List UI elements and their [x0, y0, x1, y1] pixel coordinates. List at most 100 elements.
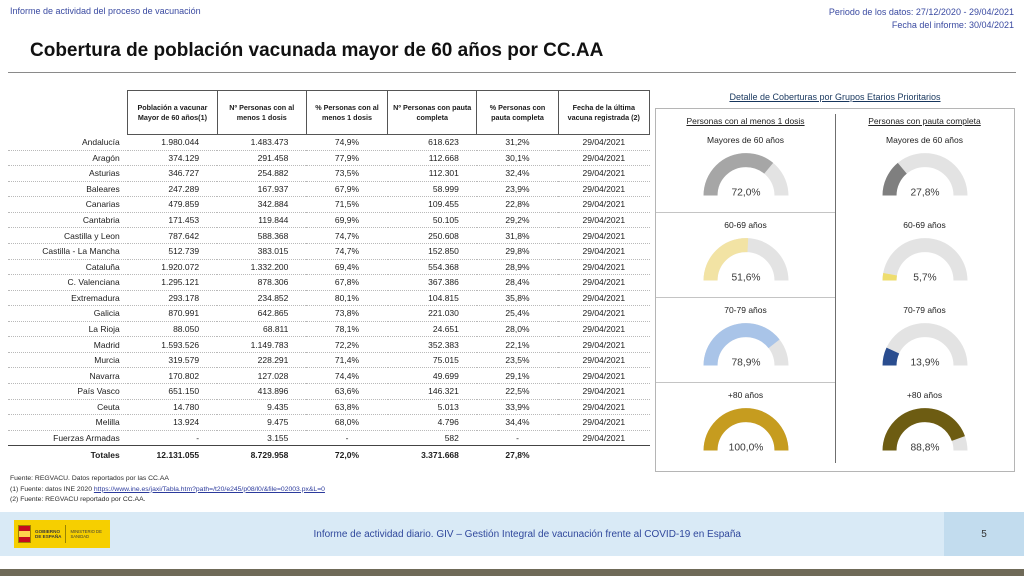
table-cell: 582 [387, 430, 477, 447]
table-row: Andalucía 1.980.044 1.483.473 74,9% 618.623 3… [8, 134, 650, 151]
table-cell: País Vasco [8, 383, 128, 400]
table-cell: 74,9% [306, 134, 388, 151]
table-row: Castilla - La Mancha 512.739 383.015 74,7% 1… [8, 243, 650, 260]
table-cell: 29/04/2021 [558, 383, 650, 400]
table-cell: 29/04/2021 [558, 414, 650, 431]
table-row: Murcia 319.579 228.291 71,4% 75.015 23,5% 29/0… [8, 352, 650, 369]
table-cell: 33,9% [476, 399, 559, 416]
corner-cell [8, 91, 128, 135]
gauge-age-label: 70-79 años [903, 305, 946, 315]
table-cell: 68.811 [217, 321, 307, 338]
col-header-complete: Personas con pauta completa [868, 116, 981, 126]
table-cell: 74,4% [306, 367, 388, 384]
table-cell: 152.850 [387, 243, 477, 260]
table-cell: 22,5% [476, 383, 559, 400]
gauges-box: Personas con al menos 1 dosis Personas c… [655, 108, 1015, 472]
table-cell: 88.050 [127, 321, 218, 338]
table-row: Cantabria 171.453 119.844 69,9% 50.105 29,2% 2… [8, 212, 650, 229]
gauge: Mayores de 60 años 72,0% [656, 128, 835, 213]
table-cell: 29/04/2021 [558, 430, 650, 447]
table-cell: 74,7% [306, 227, 388, 244]
gauge-percent-label: 27,8% [910, 188, 939, 199]
footer-bar: GOBIERNO DE ESPAÑA MINISTERIO DE SANIDAD… [0, 512, 1024, 556]
gauge-column-divider [835, 114, 836, 463]
table-cell: 73,8% [306, 305, 388, 322]
table-cell: 31,2% [476, 134, 559, 151]
footnote-1-link[interactable]: https://www.ine.es/jaxi/Tabla.htm?path=/… [93, 485, 325, 493]
table-cell: 109.455 [387, 196, 477, 213]
spain-flag-icon [18, 525, 31, 543]
table-cell: Cataluña [8, 259, 128, 276]
table-cell: 29/04/2021 [558, 227, 650, 244]
table-cell: La Rioja [8, 321, 128, 338]
gauge-percent-label: 51,6% [731, 273, 760, 284]
table-cell: 221.030 [387, 305, 477, 322]
table-cell: Baleares [8, 181, 128, 198]
table-cell: 112.668 [387, 150, 477, 167]
gauge-age-label: +80 años [906, 390, 943, 400]
table-cell: 69,4% [306, 259, 388, 276]
column-header: Fecha de la última vacuna registrada (2) [557, 90, 651, 135]
gauge-chart-icon: 5,7% [882, 238, 967, 284]
table-cell: 642.865 [217, 305, 307, 322]
gauge-percent-label: 13,9% [910, 358, 939, 369]
footnote-2: (2) Fuente: REGVACU reportado por CC.AA. [10, 496, 146, 504]
column-header: Nº Personas con pauta completa [387, 90, 478, 135]
table-body: Andalucía 1.980.044 1.483.473 74,9% 618.623 3… [8, 134, 650, 465]
report-dates: Periodo de los datos: 27/12/2020 - 29/04… [829, 6, 1014, 31]
table-cell: 29/04/2021 [558, 336, 650, 353]
table-cell: 29/04/2021 [558, 290, 650, 307]
table-cell: 29/04/2021 [558, 274, 650, 291]
table-cell: 29/04/2021 [558, 367, 650, 384]
table-cell: 8.729.958 [217, 445, 307, 465]
footer-report-title: Informe de actividad diario. GIV – Gesti… [313, 528, 741, 540]
footnote-1: (1) Fuente: datos INE 2020 https://www.i… [10, 485, 325, 496]
table-cell: 29/04/2021 [558, 150, 650, 167]
gauge: Mayores de 60 años 27,8% [835, 128, 1014, 213]
table-row: Baleares 247.289 167.937 67,9% 58.999 23,9% 29… [8, 181, 650, 198]
coverage-table: Población a vacunar Mayor de 60 años(1) N… [8, 90, 651, 465]
table-cell: 73,5% [306, 165, 388, 182]
table-cell: Aragón [8, 150, 128, 167]
table-cell: 112.301 [387, 165, 477, 182]
table-row: Castilla y Leon 787.642 588.368 74,7% 250.60… [8, 227, 650, 244]
table-cell: 870.991 [127, 305, 218, 322]
table-cell: 29/04/2021 [558, 399, 650, 416]
table-cell: 80,1% [306, 290, 388, 307]
gauge-age-label: +80 años [727, 390, 764, 400]
table-cell: 1.593.526 [127, 336, 218, 353]
table-cell: 5.013 [387, 399, 477, 416]
table-cell: - [127, 430, 218, 447]
gauge-chart-icon: 72,0% [703, 153, 788, 199]
table-cell: 1.149.783 [217, 336, 307, 353]
gauge: +80 años 88,8% [835, 383, 1014, 467]
table-cell: 29/04/2021 [558, 259, 650, 276]
gauge-group-row: +80 años 100,0% +80 años 88,8% [656, 383, 1014, 467]
gauge-chart-icon: 13,9% [882, 323, 967, 369]
footnote-1-text: (1) Fuente: datos INE 2020 [10, 485, 94, 493]
table-row: Madrid 1.593.526 1.149.783 72,2% 352.383 22,1… [8, 336, 650, 353]
table-cell: 167.937 [217, 181, 307, 198]
gauge-percent-label: 78,9% [731, 358, 760, 369]
table-cell: 29,8% [476, 243, 559, 260]
table-cell: 13.924 [127, 414, 218, 431]
table-cell: 29/04/2021 [558, 212, 650, 229]
table-cell: Castilla - La Mancha [8, 243, 128, 260]
table-cell: 250.608 [387, 227, 477, 244]
table-cell: 74,7% [306, 243, 388, 260]
data-period-label: Periodo de los datos: 27/12/2020 - 29/04… [828, 7, 1014, 17]
gauge-chart-icon: 100,0% [703, 408, 788, 454]
table-header-row: Población a vacunar Mayor de 60 años(1) N… [8, 90, 651, 135]
table-cell: 1.980.044 [127, 134, 218, 151]
table-cell: 119.844 [217, 212, 307, 229]
table-cell: Cantabria [8, 212, 128, 229]
table-cell: 234.852 [217, 290, 307, 307]
gauge-age-label: Mayores de 60 años [706, 135, 785, 145]
page-title: Cobertura de población vacunada mayor de… [30, 40, 604, 61]
table-cell: 383.015 [217, 243, 307, 260]
table-cell: Galicia [8, 305, 128, 322]
table-cell: 170.802 [127, 367, 218, 384]
table-cell: 104.815 [387, 290, 477, 307]
table-cell: 29,2% [476, 212, 559, 229]
topbar: Informe de actividad del proceso de vacu… [10, 6, 1014, 31]
